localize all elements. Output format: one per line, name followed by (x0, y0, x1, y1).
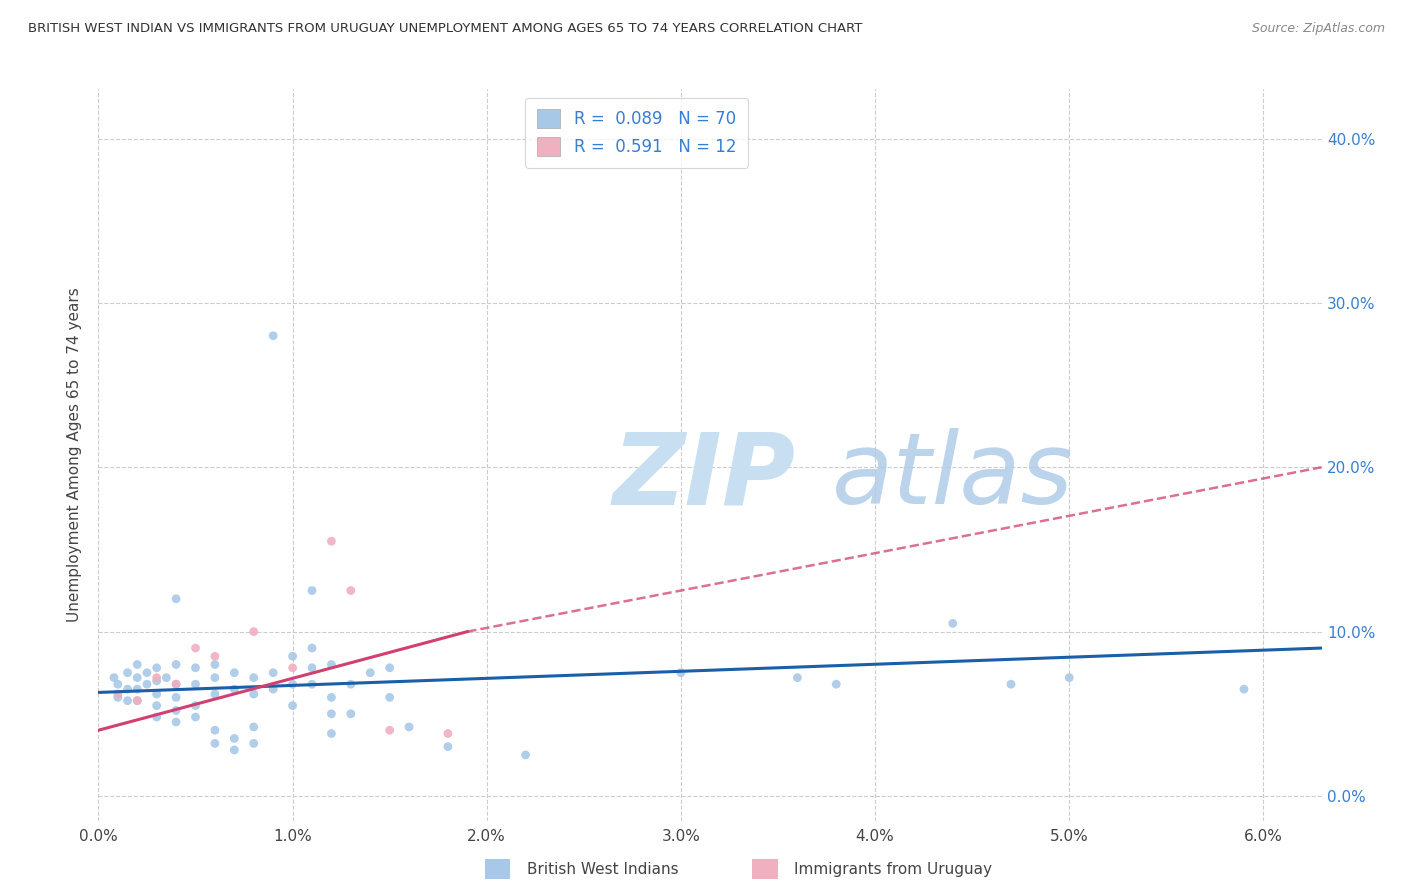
Point (127, 682, 149, 697)
Legend: R =  0.089   N = 70, R =  0.591   N = 12: R = 0.089 N = 70, R = 0.591 N = 12 (526, 97, 748, 168)
Point (136, 665, 159, 680)
Point (242, 687, 264, 701)
Point (204, 723, 226, 738)
Point (165, 690, 187, 705)
Point (340, 706, 363, 721)
Point (262, 682, 284, 697)
Point (242, 720, 264, 734)
Point (242, 624, 264, 639)
Point (184, 710, 207, 724)
Point (301, 661, 323, 675)
Point (224, 731, 246, 746)
Point (165, 657, 187, 672)
Text: Source: ZipAtlas.com: Source: ZipAtlas.com (1251, 22, 1385, 36)
Text: Immigrants from Uruguay: Immigrants from Uruguay (794, 863, 993, 877)
Point (103, 671, 125, 685)
Point (515, 747, 537, 762)
Point (145, 710, 167, 724)
Point (204, 649, 226, 664)
Point (321, 706, 343, 721)
Point (301, 641, 323, 656)
Point (281, 649, 304, 664)
Point (224, 682, 246, 697)
Point (155, 671, 177, 685)
Point (184, 698, 207, 713)
Point (224, 743, 246, 757)
Point (321, 534, 343, 549)
Point (165, 591, 187, 606)
Point (1000, 677, 1022, 691)
Point (107, 690, 129, 705)
Point (145, 661, 167, 675)
Point (117, 693, 139, 707)
Point (204, 687, 226, 701)
Point (204, 736, 226, 750)
Point (321, 726, 343, 740)
Point (107, 677, 129, 691)
Y-axis label: Unemployment Among Ages 65 to 74 years: Unemployment Among Ages 65 to 74 years (67, 287, 83, 623)
Point (437, 726, 460, 740)
Point (165, 677, 187, 691)
Point (359, 665, 381, 680)
Point (204, 657, 226, 672)
Point (127, 693, 149, 707)
Point (786, 671, 808, 685)
Point (340, 677, 363, 691)
Point (281, 677, 304, 691)
Point (321, 657, 343, 672)
Point (825, 677, 848, 691)
Point (378, 690, 401, 705)
Text: British West Indians: British West Indians (527, 863, 679, 877)
Point (127, 693, 149, 707)
Point (224, 665, 246, 680)
Point (669, 665, 692, 680)
Point (145, 671, 167, 685)
Point (398, 720, 420, 734)
Point (942, 616, 965, 631)
Text: ZIP: ZIP (612, 428, 796, 525)
Point (262, 665, 284, 680)
Point (165, 714, 187, 729)
Point (301, 677, 323, 691)
Point (145, 698, 167, 713)
Point (378, 723, 401, 738)
Point (1233, 682, 1256, 697)
Text: BRITISH WEST INDIAN VS IMMIGRANTS FROM URUGUAY UNEMPLOYMENT AMONG AGES 65 TO 74 : BRITISH WEST INDIAN VS IMMIGRANTS FROM U… (28, 22, 862, 36)
Text: atlas: atlas (832, 428, 1074, 525)
Point (242, 671, 264, 685)
Point (127, 671, 149, 685)
Point (262, 328, 284, 343)
Point (117, 665, 139, 680)
Point (281, 698, 304, 713)
Point (136, 677, 159, 691)
Point (321, 690, 343, 705)
Point (184, 641, 207, 656)
Point (107, 687, 129, 701)
Point (204, 671, 226, 685)
Point (145, 687, 167, 701)
Point (145, 673, 167, 688)
Point (165, 704, 187, 718)
Point (184, 677, 207, 691)
Point (165, 677, 187, 691)
Point (242, 736, 264, 750)
Point (117, 682, 139, 697)
Point (378, 661, 401, 675)
Point (1057, 671, 1080, 685)
Point (340, 583, 363, 598)
Point (184, 661, 207, 675)
Point (301, 583, 323, 598)
Point (127, 657, 149, 672)
Point (281, 661, 304, 675)
Point (437, 739, 460, 754)
